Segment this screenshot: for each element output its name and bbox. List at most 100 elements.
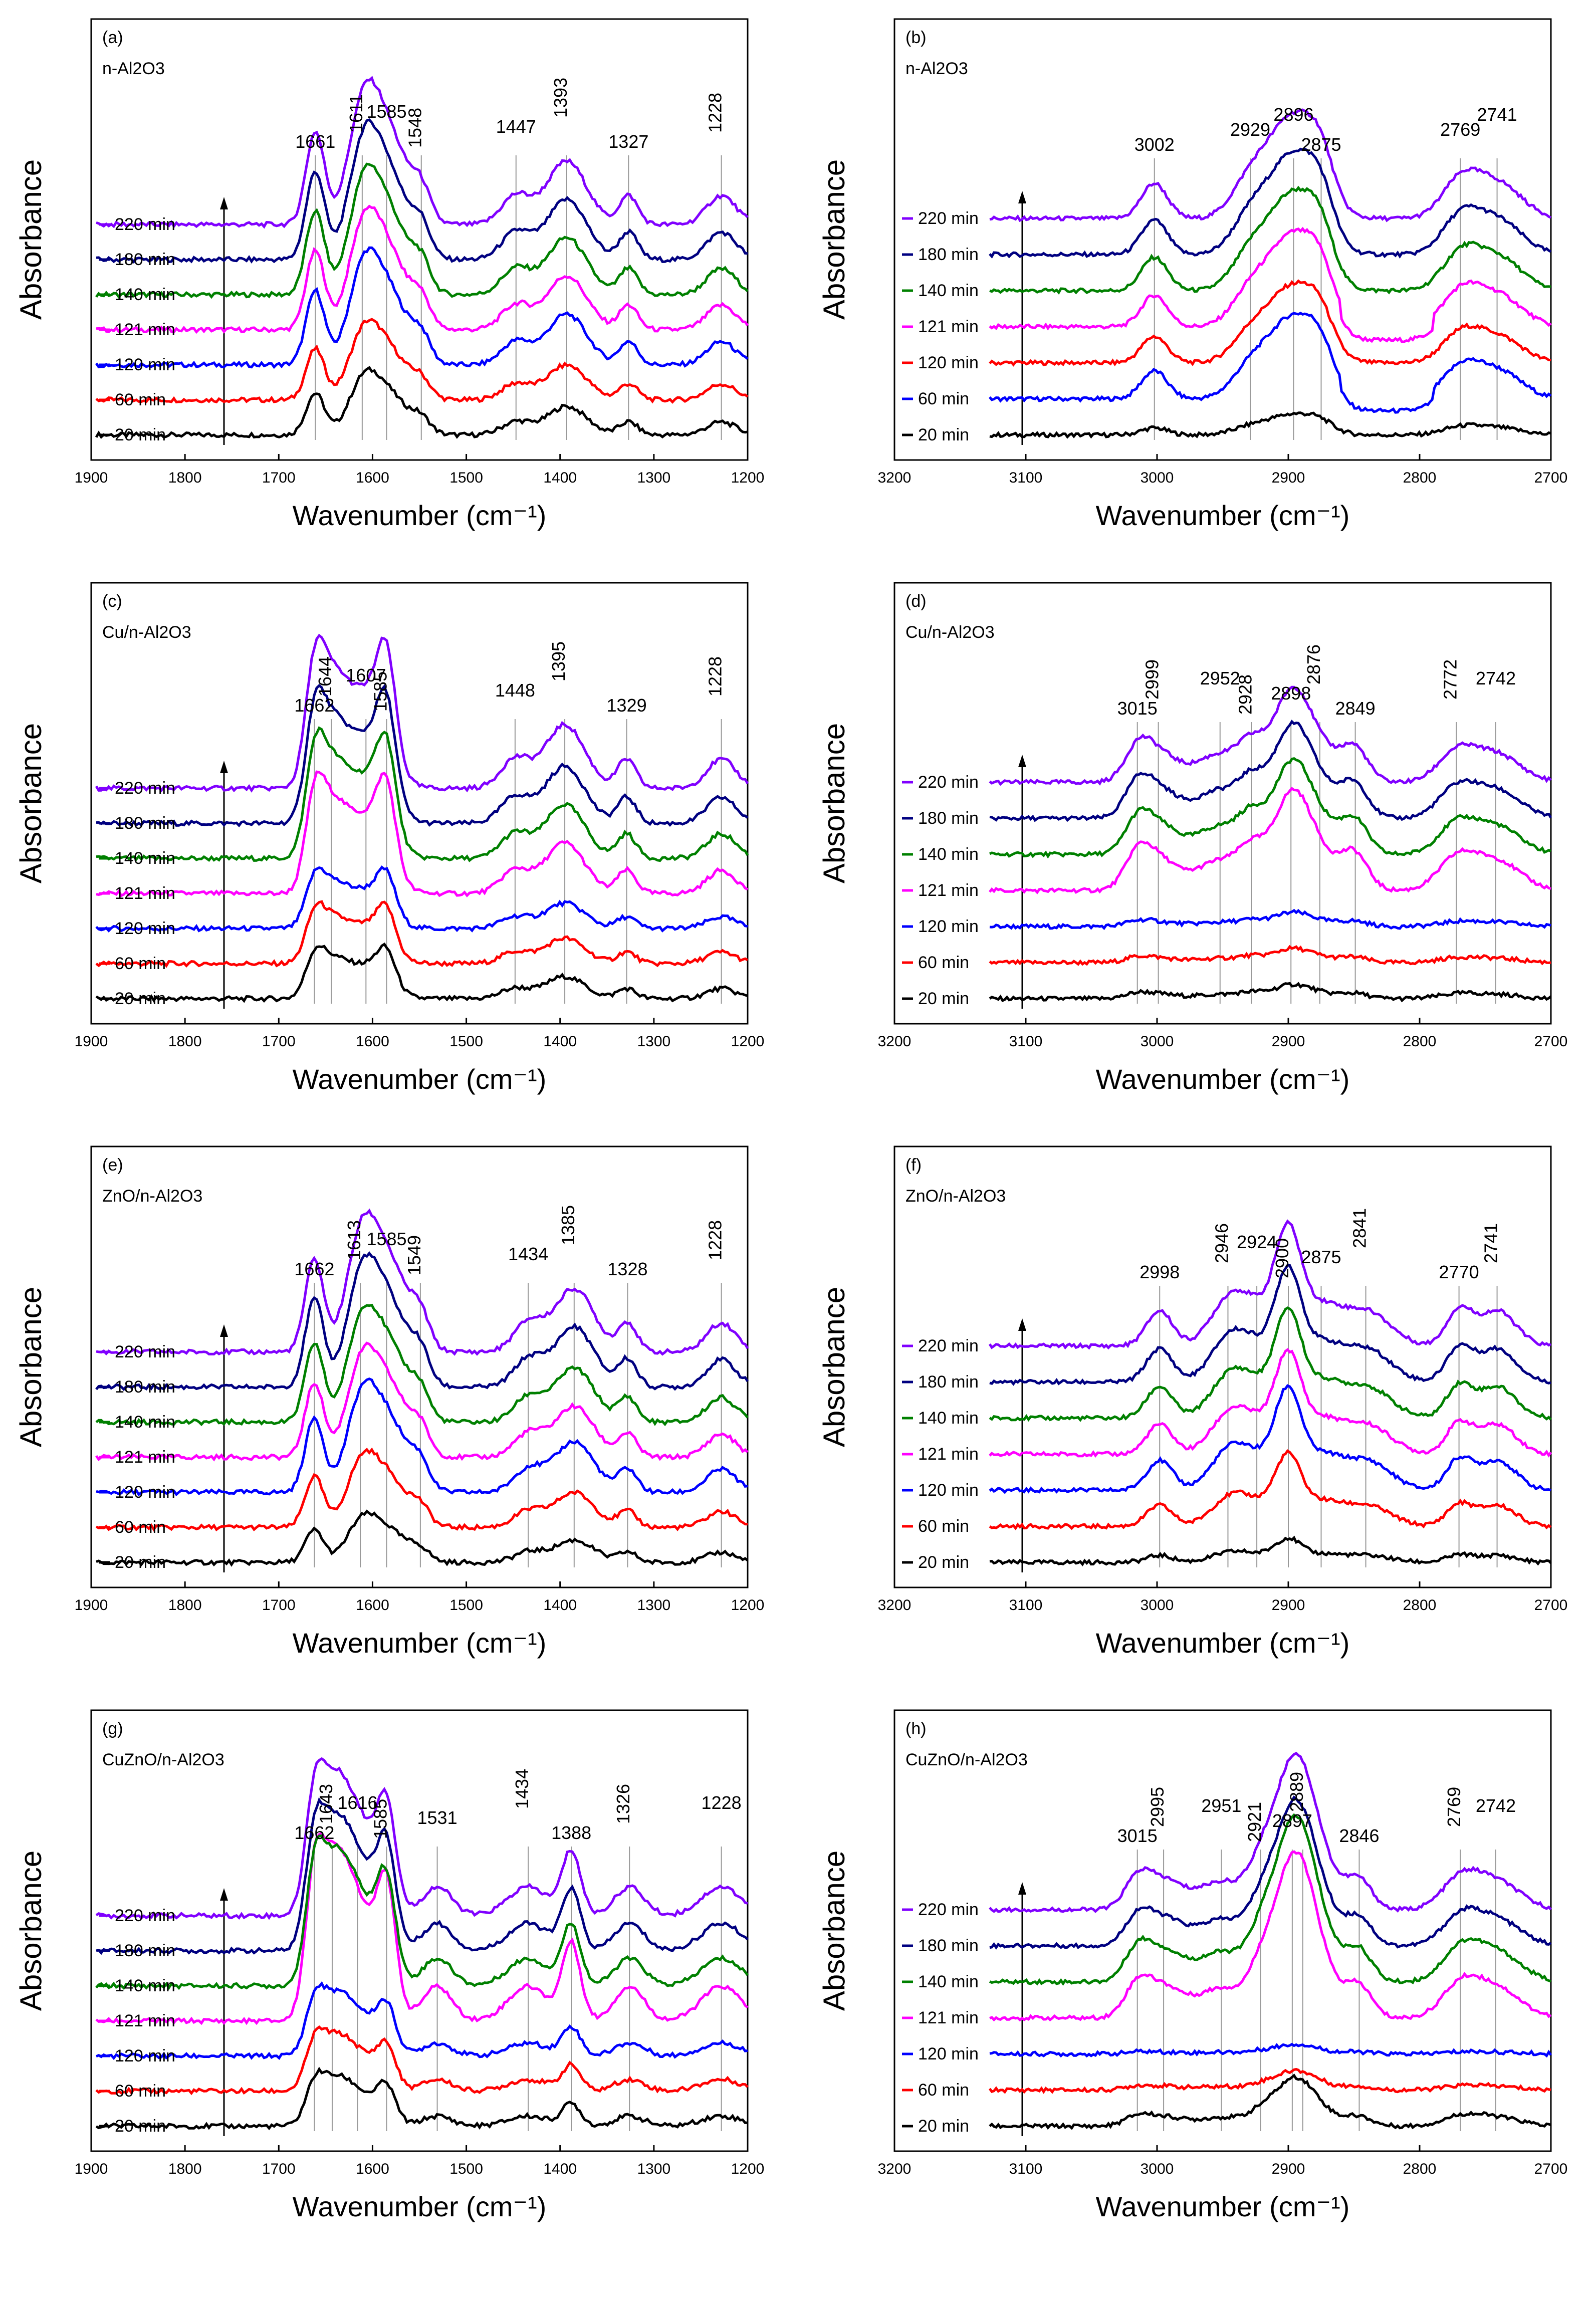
peak-label: 1548 [405, 108, 425, 148]
sample-label: n-Al2O3 [102, 59, 165, 78]
peak-label: 3015 [1117, 1825, 1158, 1846]
series-label: 140 min [918, 845, 979, 864]
series-line [96, 683, 749, 828]
series-label: 220 min [115, 215, 175, 234]
plot-frame [893, 1709, 1552, 2152]
peak-label: 2849 [1335, 698, 1376, 719]
series-label: 60 min [918, 1517, 969, 1536]
series-label: 140 min [115, 1976, 175, 1995]
series-line [96, 118, 748, 264]
series-label: 140 min [115, 1413, 175, 1432]
plot-frame [90, 1709, 749, 2152]
series-line [95, 2066, 748, 2131]
series-line [989, 982, 1552, 1003]
x-tick-label: 1300 [637, 2161, 670, 2177]
series-line [96, 76, 749, 229]
peak-label: 1434 [508, 1244, 548, 1264]
x-tick-label: 1800 [168, 470, 202, 486]
panel-g: 1900 1800 1700 1600 1500 1400 1300 1200 Wavenumb… [14, 1709, 764, 2222]
series-label: 20 min [115, 2117, 166, 2136]
peak-label: 2898 [1271, 683, 1311, 704]
series-label: 121 min [918, 881, 979, 900]
x-tick-label: 1900 [75, 2161, 108, 2177]
peak-label: 1327 [608, 131, 648, 152]
series-line [96, 204, 749, 334]
series-line [989, 2074, 1551, 2130]
sample-label: CuZnO/n-Al2O3 [905, 1750, 1028, 1769]
x-tick-label: 2700 [1534, 1597, 1568, 1614]
x-tick-label: 3100 [1009, 470, 1043, 486]
series-label: 121 min [115, 884, 175, 903]
x-tick-label: 3000 [1141, 1033, 1174, 1050]
x-tick-label: 1500 [449, 470, 483, 486]
x-axis-label: Wavenumber (cm⁻¹) [1096, 2191, 1350, 2222]
peak-label: 2998 [1139, 1262, 1180, 1282]
x-tick-label: 1300 [637, 1597, 670, 1614]
peak-label: 1585 [370, 1799, 391, 1839]
x-tick-label: 2900 [1272, 1597, 1305, 1614]
sample-label: ZnO/n-Al2O3 [102, 1187, 202, 1206]
peak-label: 2769 [1440, 119, 1480, 140]
sample-label: CuZnO/n-Al2O3 [102, 1750, 224, 1769]
series-label: 20 min [918, 989, 969, 1008]
series-line [989, 226, 1552, 343]
y-axis-label: Absorbance [817, 159, 851, 320]
series-line [989, 2042, 1552, 2058]
series-label: 20 min [918, 2117, 969, 2136]
x-tick-label: 1800 [168, 1597, 202, 1614]
x-axis-label: Wavenumber (cm⁻¹) [293, 1063, 547, 1095]
x-tick-label: 2800 [1403, 470, 1437, 486]
peak-label: 1585 [366, 101, 406, 122]
series-label: 60 min [918, 389, 969, 408]
peak-label: 1607 [346, 665, 386, 685]
peak-label: 1328 [607, 1259, 647, 1279]
series-line [988, 1219, 1552, 1350]
series-label: 121 min [115, 2011, 175, 2030]
x-tick-label: 1900 [75, 1033, 108, 1050]
y-axis-label: Absorbance [14, 159, 48, 320]
series-label: 180 min [918, 245, 979, 264]
series-label: 180 min [115, 814, 175, 833]
peak-label: 1393 [550, 78, 571, 118]
time-arrow-head [220, 1324, 228, 1337]
series-label: 20 min [115, 425, 166, 444]
x-tick-label: 3200 [878, 1033, 911, 1050]
plot-frame [893, 1145, 1552, 1588]
y-axis-label: Absorbance [817, 723, 851, 883]
series-line [989, 908, 1551, 931]
x-tick-label: 1200 [731, 1597, 765, 1614]
series-label: 140 min [918, 1409, 979, 1428]
series-line [96, 770, 749, 897]
series-label: 120 min [115, 919, 175, 938]
series-label: 220 min [918, 773, 979, 792]
x-tick-label: 3100 [1009, 2161, 1043, 2177]
peak-label: 1661 [295, 131, 335, 152]
time-arrow-head [220, 1888, 228, 1901]
peak-label: 2897 [1272, 1810, 1312, 1831]
series-line [96, 726, 749, 862]
x-tick-label: 1500 [449, 1033, 483, 1050]
plot-frame [90, 582, 749, 1025]
peak-label: 2928 [1235, 674, 1256, 715]
series-label: 140 min [115, 285, 175, 304]
series-label: 20 min [918, 1553, 969, 1572]
peak-label: 1395 [548, 641, 569, 681]
series-line [95, 366, 748, 439]
y-axis-label: Absorbance [817, 1287, 851, 1447]
panel-c: 1900 1800 1700 1600 1500 1400 1300 1200 Wavenumb… [14, 582, 764, 1095]
peak-label: 1644 [315, 656, 335, 697]
series-label: 120 min [918, 353, 979, 372]
peak-label: 2742 [1476, 668, 1516, 688]
panel-f: 3200 3100 3000 2900 2800 2700 Wavenumber (cm⁻¹… [817, 1145, 1568, 1659]
y-axis-label: Absorbance [14, 723, 48, 883]
peak-label: 1388 [551, 1822, 591, 1843]
peak-label: 1228 [702, 1792, 742, 1813]
peak-label: 2841 [1349, 1208, 1370, 1248]
series-label: 140 min [918, 281, 979, 300]
series-label: 60 min [115, 1518, 166, 1537]
series-line [95, 900, 749, 968]
series-line [989, 279, 1551, 367]
peak-label: 2875 [1301, 1247, 1341, 1267]
peak-label: 2896 [1273, 104, 1313, 125]
panel-tag: (e) [102, 1156, 123, 1175]
